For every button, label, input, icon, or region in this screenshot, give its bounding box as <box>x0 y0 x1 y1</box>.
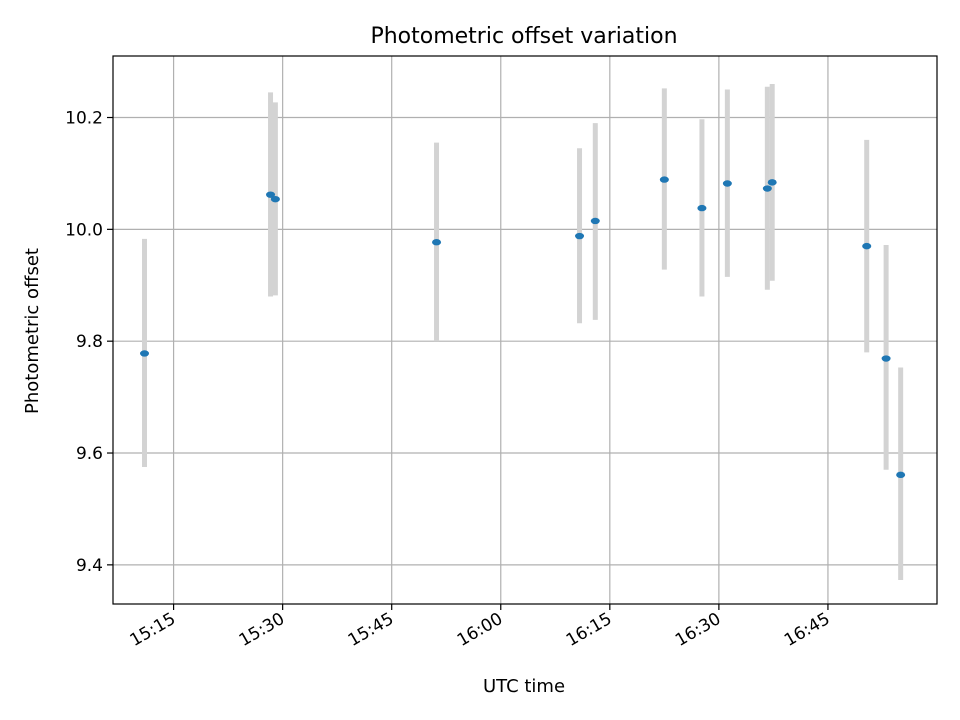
data-point <box>266 191 276 198</box>
data-point <box>590 217 600 225</box>
y-tick-label: 9.4 <box>76 556 103 576</box>
data-point <box>762 185 772 192</box>
data-point <box>140 350 150 357</box>
data-point <box>896 471 906 479</box>
y-tick-label: 9.6 <box>76 444 103 464</box>
y-tick-label: 9.8 <box>76 332 103 352</box>
data-point <box>862 242 872 250</box>
y-axis-label: Photometric offset <box>22 248 43 414</box>
data-point <box>697 204 707 212</box>
grid-lines <box>113 56 937 604</box>
data-point <box>432 239 442 246</box>
data-points <box>140 176 906 479</box>
data-point <box>270 195 280 203</box>
plot-frame <box>112 55 938 605</box>
data-point <box>659 176 669 183</box>
data-point <box>575 232 585 240</box>
y-axis-ticks: 9.4 9.6 9.8 10.0 10.2 <box>65 109 113 576</box>
y-tick-label: 10.2 <box>65 109 103 129</box>
data-point <box>767 179 777 186</box>
data-point <box>722 180 732 187</box>
chart-title: Photometric offset variation <box>370 24 677 49</box>
data-point <box>881 355 891 362</box>
y-tick-label: 10.0 <box>65 220 103 240</box>
x-axis-label: UTC time <box>483 676 565 697</box>
